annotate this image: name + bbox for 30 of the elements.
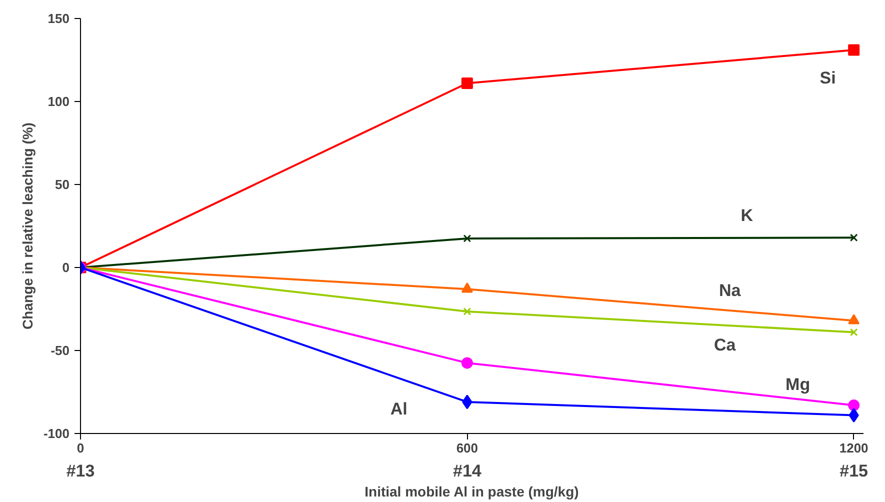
- point: [463, 234, 472, 242]
- y-tick-label: -50: [50, 343, 70, 358]
- series-label: Na: [718, 281, 742, 300]
- series-label: Si: [820, 68, 836, 88]
- series-label: K: [740, 206, 754, 226]
- point: [463, 308, 472, 316]
- x-tick-label: 600: [456, 440, 478, 456]
- text: #14: [452, 462, 482, 480]
- point: [461, 357, 473, 369]
- series-label: Mg: [786, 374, 810, 394]
- point: [461, 77, 473, 89]
- x-tick-label: 1200: [839, 440, 868, 456]
- point: [848, 400, 860, 412]
- point: [850, 234, 858, 242]
- y-tick-label: 50: [55, 177, 70, 192]
- text: #15: [840, 462, 868, 480]
- point: [462, 394, 472, 410]
- x-axis-title: Initial mobile Al in paste (mg/kg): [364, 484, 579, 500]
- y-tick-label: 0: [62, 260, 70, 275]
- y-tick-label: 100: [48, 94, 70, 109]
- x-tick-label: 0: [76, 440, 84, 456]
- text: #13: [66, 462, 95, 480]
- series-label: Ca: [714, 336, 736, 355]
- y-tick-label: 150: [48, 11, 70, 26]
- series-label: Al: [390, 400, 408, 419]
- point: [850, 328, 858, 336]
- point: [848, 44, 860, 56]
- y-tick-label: -100: [43, 426, 70, 441]
- point: [848, 408, 859, 422]
- y-axis-title: Change in relative leaching (%): [19, 122, 36, 330]
